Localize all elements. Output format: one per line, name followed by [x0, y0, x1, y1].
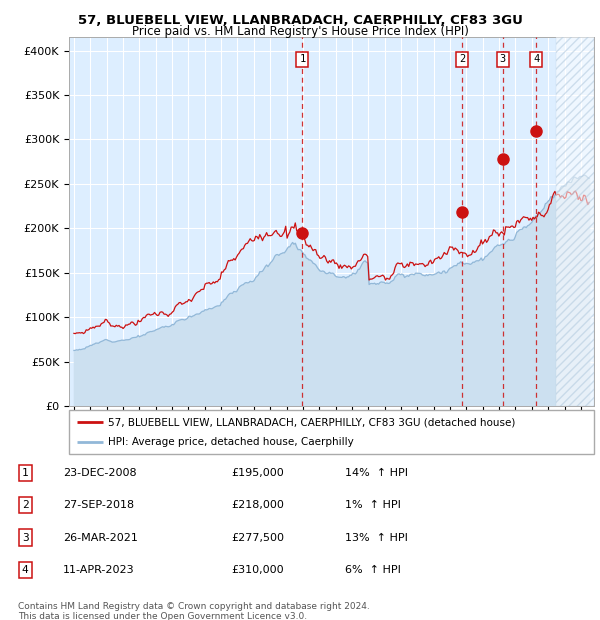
Text: 6%  ↑ HPI: 6% ↑ HPI [345, 565, 401, 575]
Text: 27-SEP-2018: 27-SEP-2018 [63, 500, 134, 510]
Text: 3: 3 [500, 55, 506, 64]
Text: 57, BLUEBELL VIEW, LLANBRADACH, CAERPHILLY, CF83 3GU (detached house): 57, BLUEBELL VIEW, LLANBRADACH, CAERPHIL… [109, 417, 516, 427]
Text: £195,000: £195,000 [231, 468, 284, 478]
Text: 23-DEC-2008: 23-DEC-2008 [63, 468, 137, 478]
Text: 14%  ↑ HPI: 14% ↑ HPI [345, 468, 408, 478]
Text: Contains HM Land Registry data © Crown copyright and database right 2024.
This d: Contains HM Land Registry data © Crown c… [18, 602, 370, 620]
Text: 13%  ↑ HPI: 13% ↑ HPI [345, 533, 408, 542]
Bar [556, 37, 594, 406]
Text: HPI: Average price, detached house, Caerphilly: HPI: Average price, detached house, Caer… [109, 437, 354, 447]
Text: Price paid vs. HM Land Registry's House Price Index (HPI): Price paid vs. HM Land Registry's House … [131, 25, 469, 38]
Text: £310,000: £310,000 [231, 565, 284, 575]
Text: 11-APR-2023: 11-APR-2023 [63, 565, 134, 575]
Text: 4: 4 [533, 55, 539, 64]
Text: 57, BLUEBELL VIEW, LLANBRADACH, CAERPHILLY, CF83 3GU: 57, BLUEBELL VIEW, LLANBRADACH, CAERPHIL… [77, 14, 523, 27]
Text: 26-MAR-2021: 26-MAR-2021 [63, 533, 138, 542]
Text: 1: 1 [22, 468, 29, 478]
Text: 1%  ↑ HPI: 1% ↑ HPI [345, 500, 401, 510]
Text: £277,500: £277,500 [231, 533, 284, 542]
Text: £218,000: £218,000 [231, 500, 284, 510]
Text: 1: 1 [299, 55, 305, 64]
Text: 4: 4 [22, 565, 29, 575]
FancyBboxPatch shape [69, 410, 594, 454]
Text: 2: 2 [22, 500, 29, 510]
Text: 3: 3 [22, 533, 29, 542]
Text: 2: 2 [459, 55, 466, 64]
